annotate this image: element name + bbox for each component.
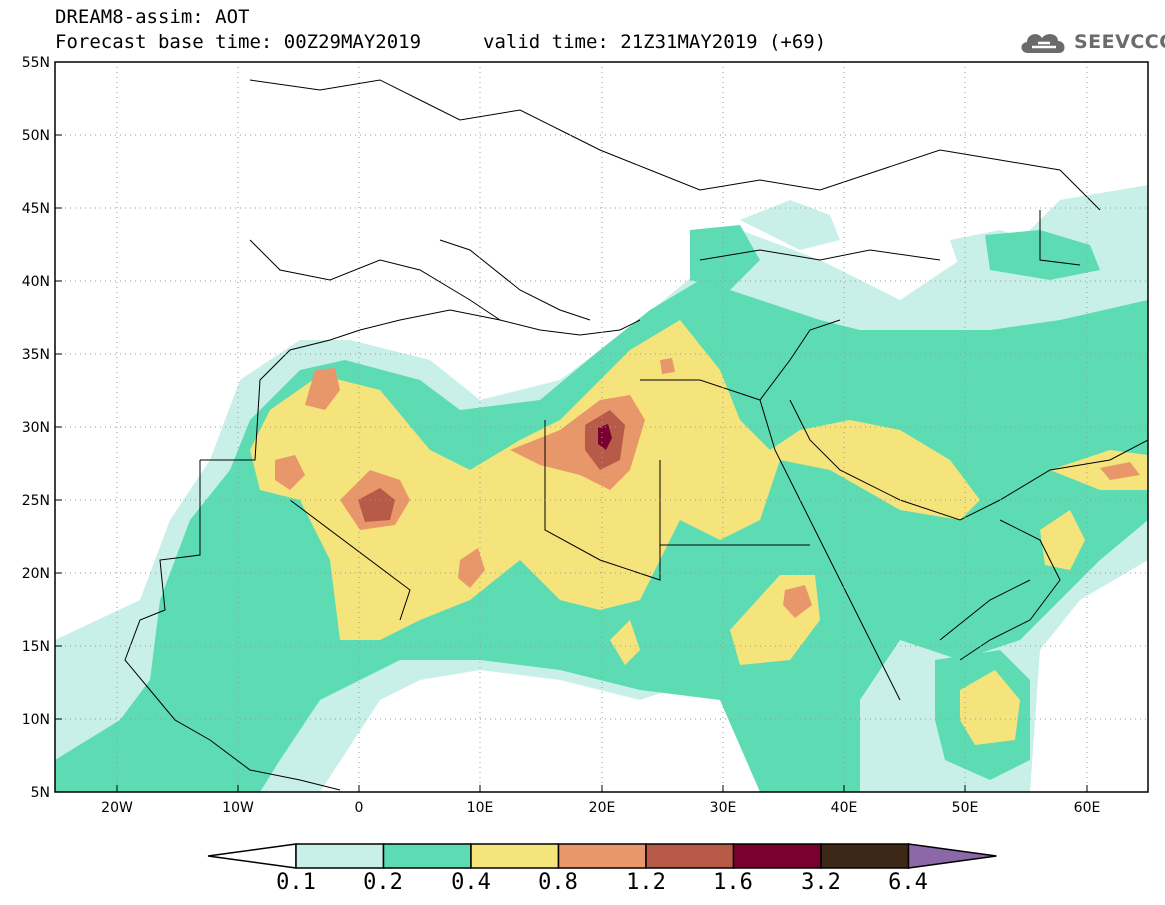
graticule — [55, 62, 1148, 792]
colorbar-segment — [470, 843, 560, 869]
valid-time: valid time: 21Z31MAY2019 (+69) — [483, 31, 827, 53]
lat-label: 5N — [31, 785, 50, 801]
lat-label: 35N — [22, 347, 50, 363]
colorbar-label: 0.8 — [538, 870, 578, 895]
lon-label: 60E — [1074, 800, 1101, 816]
lat-label: 25N — [22, 493, 50, 509]
lat-label: 55N — [22, 55, 50, 71]
colorbar-segment — [820, 843, 910, 869]
lon-label: 10W — [222, 800, 254, 816]
lon-label: 10E — [467, 800, 494, 816]
lat-label: 30N — [22, 420, 50, 436]
lon-label: 20W — [101, 800, 133, 816]
forecast-base-time: Forecast base time: 00Z29MAY2019 — [55, 31, 422, 53]
longitude-labels: 20W 10W 0 10E 20E 30E 40E 50E 60E — [101, 800, 1100, 816]
lat-label: 10N — [22, 712, 50, 728]
colorbar-label: 1.2 — [626, 870, 666, 895]
colorbar-segment — [207, 843, 297, 869]
colorbar-segment — [295, 843, 385, 869]
seevccc-logo: SEEVCCC — [1018, 27, 1165, 57]
colorbar-segment — [557, 843, 647, 869]
lon-label: 30E — [710, 800, 737, 816]
lon-label: 50E — [952, 800, 979, 816]
colorbar-segment — [645, 843, 735, 869]
lon-label: 20E — [589, 800, 616, 816]
coastlines — [124, 79, 1148, 791]
logo-text: SEEVCCC — [1074, 31, 1165, 53]
colorbar-label: 6.4 — [888, 870, 928, 895]
lat-label: 45N — [22, 201, 50, 217]
map-title: DREAM8-assim: AOT — [55, 6, 250, 28]
colorbar-label: 0.4 — [451, 870, 491, 895]
lat-label: 50N — [22, 128, 50, 144]
axis-ticks — [55, 61, 1088, 792]
colorbar-label: 0.1 — [276, 870, 316, 895]
colorbar — [207, 843, 997, 869]
lat-label: 20N — [22, 566, 50, 582]
colorbar-label: 0.2 — [363, 870, 403, 895]
colorbar-segment — [907, 843, 997, 869]
cloud-icon — [1021, 34, 1065, 53]
lon-label: 0 — [355, 800, 364, 816]
lat-label: 15N — [22, 639, 50, 655]
latitude-labels: 55N 50N 45N 40N 35N 30N 25N 20N 15N 10N … — [22, 55, 50, 801]
lat-label: 40N — [22, 274, 50, 290]
colorbar-label: 1.6 — [713, 870, 753, 895]
colorbar-label: 3.2 — [801, 870, 841, 895]
colorbar-segment — [382, 843, 472, 869]
lon-label: 40E — [831, 800, 858, 816]
colorbar-segment — [732, 843, 822, 869]
